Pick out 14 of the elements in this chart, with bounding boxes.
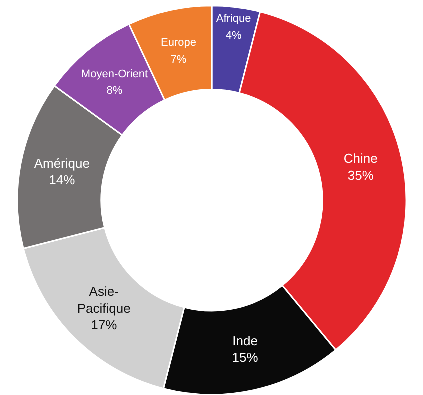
data-label: 14% <box>49 172 76 188</box>
data-label: 7% <box>170 54 187 66</box>
slice-label: Afrique <box>216 13 252 26</box>
data-label: 4% <box>226 30 242 42</box>
data-label: 8% <box>106 85 123 98</box>
slice-label: Moyen-Orient <box>81 68 148 80</box>
slice-label: Asie-Pacifique <box>77 284 131 316</box>
data-label: 17% <box>91 318 118 333</box>
slice-label: Europe <box>160 37 196 50</box>
slice-label: Inde <box>232 333 258 348</box>
data-label: 35% <box>348 168 374 183</box>
data-label: 15% <box>232 350 259 366</box>
slice-label: Chine <box>344 151 378 166</box>
slice-label: Amérique <box>34 156 90 171</box>
